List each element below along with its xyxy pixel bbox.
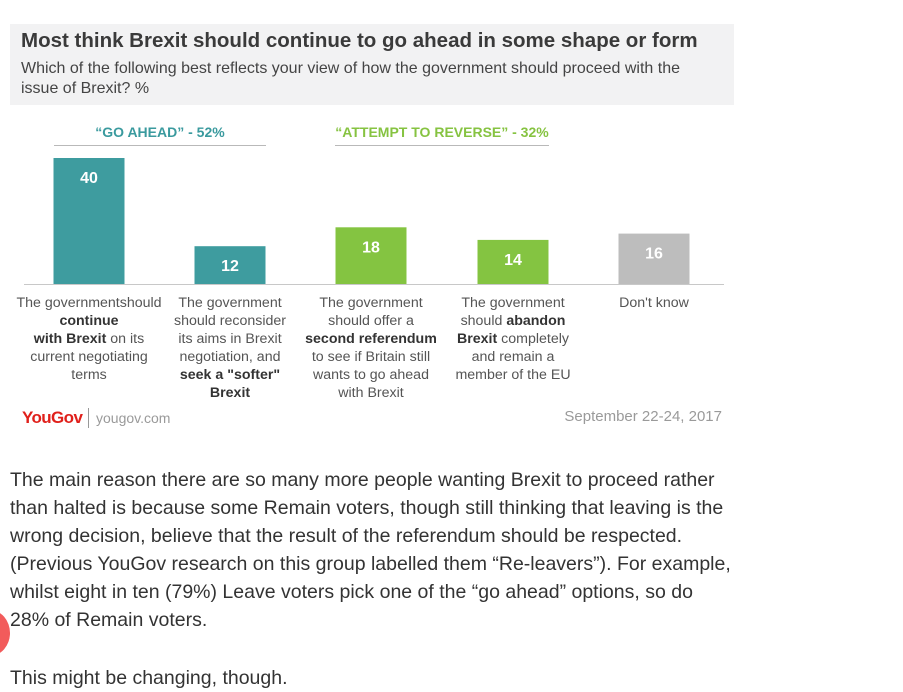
category-label-2-part-11: Brexit <box>209 385 251 401</box>
chart-subtitle: Which of the following best reflects you… <box>21 60 681 97</box>
article-next-paragraph: This might be changing, though. <box>10 667 288 689</box>
group-label-go-ahead: “GO AHEAD” - 52% <box>95 124 225 140</box>
bar-1 <box>53 158 125 284</box>
category-label-5-part-1: Don't know <box>619 295 689 311</box>
category-label-1-part-10: terms <box>71 367 107 383</box>
category-label-2-part-3: should reconsider <box>174 313 286 329</box>
category-label-2-part-1: The government <box>178 295 282 311</box>
category-label-4-part-3: should <box>460 313 507 329</box>
group-label-attempt-to-reverse: “ATTEMPT TO REVERSE” - 32% <box>335 124 549 140</box>
logo-divider <box>88 408 89 428</box>
bar-4 <box>477 239 549 284</box>
group-underline-attempt-to-reverse <box>335 145 549 146</box>
article-paragraph: The main reason there are so many more p… <box>10 469 731 631</box>
category-label-1-part-6: on its <box>106 331 145 347</box>
category-label-3-part-11: with Brexit <box>338 385 404 401</box>
bar-value-label-3: 18 <box>362 239 380 256</box>
category-label-1-part-1: The government <box>16 295 120 311</box>
category-label-4: The government should abandon Brexit compl… <box>438 294 588 384</box>
chart-header-box <box>10 24 734 105</box>
bar-value-label-2: 12 <box>221 258 239 275</box>
yougov-url[interactable]: yougov.com <box>96 410 171 426</box>
category-label-1: The governmentshould continue with Brexit… <box>14 294 164 384</box>
category-label-3-part-9: wants to go ahead <box>313 367 429 383</box>
category-label-4-part-1: The government <box>461 295 565 311</box>
category-label-2: The government should reconsider its aims … <box>155 294 305 402</box>
category-label-4-part-6: Brexit <box>457 331 498 347</box>
category-label-5: Don't know <box>579 294 729 312</box>
survey-date: September 22-24, 2017 <box>564 408 722 425</box>
category-label-2-part-9: seek a "softer" <box>179 367 281 383</box>
bar-value-label-5: 16 <box>645 246 663 263</box>
yougov-logo: YouGov <box>22 408 83 427</box>
category-label-4-part-7: completely <box>497 331 569 347</box>
group-underline-go-ahead <box>54 145 266 146</box>
bar-2 <box>194 246 266 284</box>
category-label-1-part-8: current negotiating <box>30 349 148 365</box>
category-label-3-part-1: The government <box>319 295 423 311</box>
bar-value-label-1: 40 <box>80 170 98 187</box>
category-label-3: The government should offer a second refer… <box>296 294 446 402</box>
bar-5 <box>618 233 690 284</box>
category-label-4-part-9: and remain a <box>471 349 555 365</box>
floating-action-button[interactable] <box>0 610 10 656</box>
category-label-3-part-7: to see if Britain still <box>311 349 431 365</box>
category-label-3-part-5: second referendum <box>305 331 437 347</box>
category-label-4-part-4: abandon <box>506 313 566 329</box>
category-label-3-part-3: should offer a <box>328 313 414 329</box>
category-label-1-part-2: should <box>119 295 162 311</box>
category-label-4-part-11: member of the EU <box>455 367 571 383</box>
category-label-1-part-3: continue <box>59 313 119 329</box>
bar-3 <box>335 227 407 284</box>
bar-chart: 40 12 18 14 16 <box>24 158 724 285</box>
category-label-2-part-5: its aims in Brexit <box>178 331 282 347</box>
chart-title: Most think Brexit should continue to go … <box>21 29 698 52</box>
bar-value-label-4: 14 <box>504 252 522 269</box>
category-label-2-part-7: negotiation, and <box>179 349 281 365</box>
category-label-1-part-5: with Brexit <box>33 331 107 347</box>
